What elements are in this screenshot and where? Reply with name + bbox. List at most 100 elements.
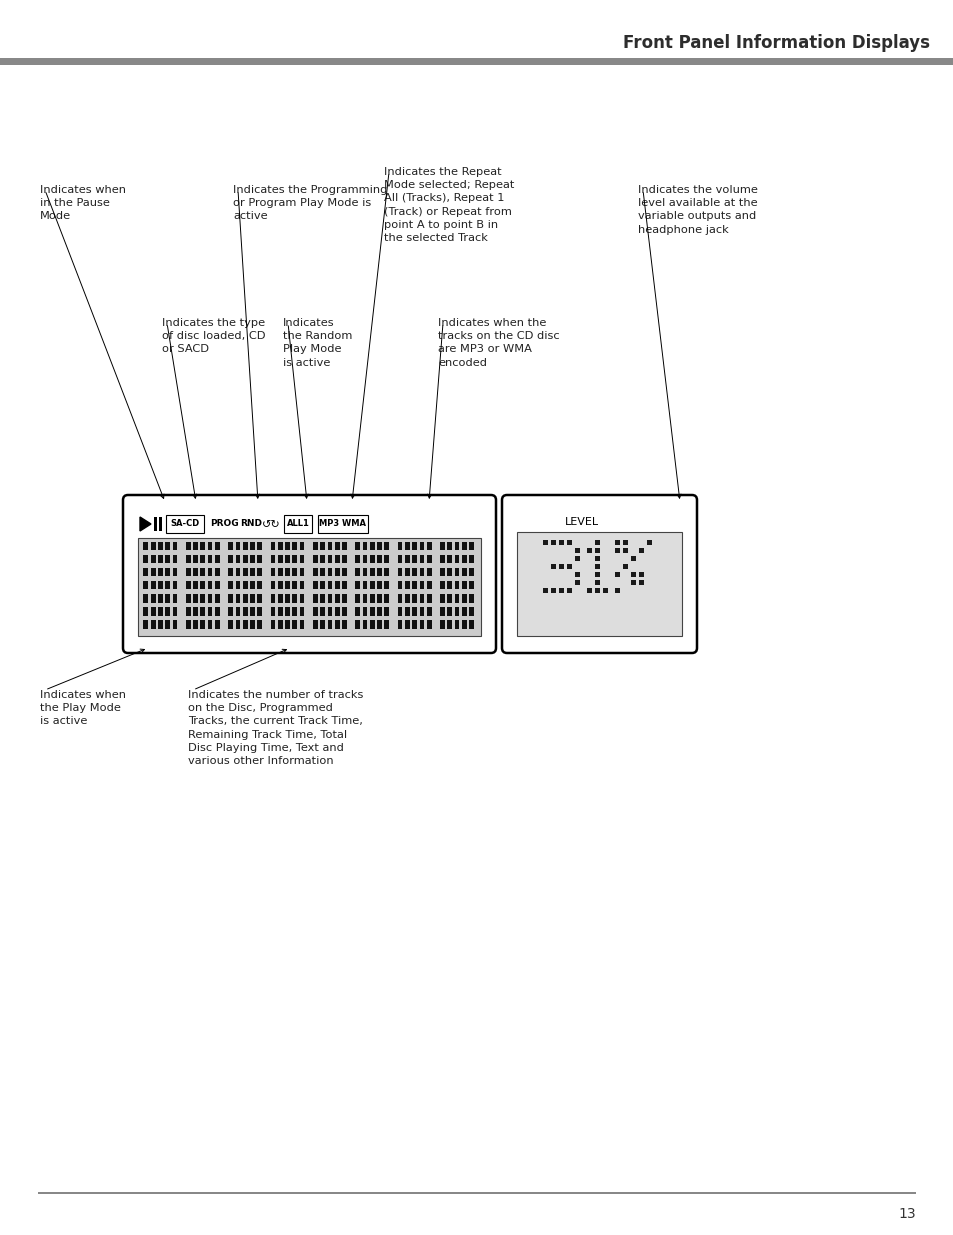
Bar xyxy=(277,620,282,629)
Bar xyxy=(158,620,163,629)
Bar xyxy=(342,620,347,629)
Bar xyxy=(439,541,444,550)
Bar xyxy=(412,555,416,563)
Bar xyxy=(285,568,290,577)
Bar xyxy=(257,555,262,563)
Bar xyxy=(327,594,332,603)
Text: 13: 13 xyxy=(898,1207,915,1221)
Bar xyxy=(257,541,262,550)
Bar xyxy=(257,620,262,629)
Bar xyxy=(405,555,410,563)
Bar xyxy=(214,620,219,629)
Bar xyxy=(384,555,389,563)
Bar xyxy=(419,620,424,629)
Bar xyxy=(615,572,619,577)
FancyBboxPatch shape xyxy=(501,495,697,653)
Bar xyxy=(208,568,213,577)
Bar xyxy=(461,594,466,603)
Bar xyxy=(277,555,282,563)
Bar xyxy=(551,540,556,545)
Bar xyxy=(228,620,233,629)
Bar xyxy=(243,580,247,589)
Bar xyxy=(277,541,282,550)
Bar xyxy=(165,541,170,550)
Bar xyxy=(397,580,402,589)
Bar xyxy=(186,555,191,563)
Bar xyxy=(285,580,290,589)
Bar xyxy=(228,580,233,589)
Text: PROG: PROG xyxy=(210,520,238,529)
Bar xyxy=(158,541,163,550)
Bar xyxy=(355,620,359,629)
Bar xyxy=(567,588,572,593)
Bar xyxy=(384,620,389,629)
Bar xyxy=(320,568,325,577)
Bar xyxy=(277,608,282,616)
Bar xyxy=(419,568,424,577)
Bar xyxy=(447,555,452,563)
Bar xyxy=(370,580,375,589)
Bar xyxy=(370,620,375,629)
Bar xyxy=(419,594,424,603)
Bar xyxy=(426,541,431,550)
Bar xyxy=(172,608,177,616)
Bar xyxy=(293,594,297,603)
Bar xyxy=(257,608,262,616)
Bar xyxy=(639,580,644,585)
FancyBboxPatch shape xyxy=(123,495,496,653)
Bar xyxy=(439,568,444,577)
Bar xyxy=(461,541,466,550)
Bar xyxy=(38,1192,915,1193)
Bar xyxy=(285,555,290,563)
Bar xyxy=(208,555,213,563)
Bar xyxy=(342,594,347,603)
Bar xyxy=(335,594,339,603)
Bar xyxy=(165,608,170,616)
Bar xyxy=(376,608,381,616)
Bar xyxy=(335,620,339,629)
Bar xyxy=(200,608,205,616)
Bar xyxy=(143,620,148,629)
Bar xyxy=(461,580,466,589)
Bar xyxy=(151,580,155,589)
Bar xyxy=(405,620,410,629)
Bar xyxy=(575,572,579,577)
Bar xyxy=(543,540,548,545)
Bar xyxy=(313,555,317,563)
Bar xyxy=(469,594,474,603)
Bar xyxy=(362,555,367,563)
Bar xyxy=(158,580,163,589)
Bar xyxy=(376,594,381,603)
Bar xyxy=(558,540,564,545)
Text: MP3 WMA: MP3 WMA xyxy=(319,520,366,529)
Bar xyxy=(250,541,254,550)
Bar xyxy=(567,540,572,545)
Bar xyxy=(426,580,431,589)
Bar xyxy=(193,580,197,589)
Bar xyxy=(320,580,325,589)
Bar xyxy=(172,594,177,603)
Bar xyxy=(208,541,213,550)
Bar xyxy=(370,555,375,563)
Bar xyxy=(151,620,155,629)
Bar xyxy=(271,620,275,629)
Text: ↺↻: ↺↻ xyxy=(262,520,280,530)
Bar xyxy=(228,541,233,550)
Bar xyxy=(235,594,240,603)
Bar xyxy=(243,608,247,616)
Text: Indicates the number of tracks
on the Disc, Programmed
Tracks, the current Track: Indicates the number of tracks on the Di… xyxy=(188,690,363,766)
Bar xyxy=(235,608,240,616)
Bar xyxy=(186,568,191,577)
Bar xyxy=(419,608,424,616)
Bar xyxy=(455,620,459,629)
Bar xyxy=(277,580,282,589)
Bar xyxy=(214,541,219,550)
Bar xyxy=(355,541,359,550)
Bar xyxy=(320,555,325,563)
Bar xyxy=(143,580,148,589)
Bar xyxy=(186,608,191,616)
Bar xyxy=(250,580,254,589)
Bar xyxy=(376,620,381,629)
Bar xyxy=(172,620,177,629)
Bar xyxy=(603,588,608,593)
